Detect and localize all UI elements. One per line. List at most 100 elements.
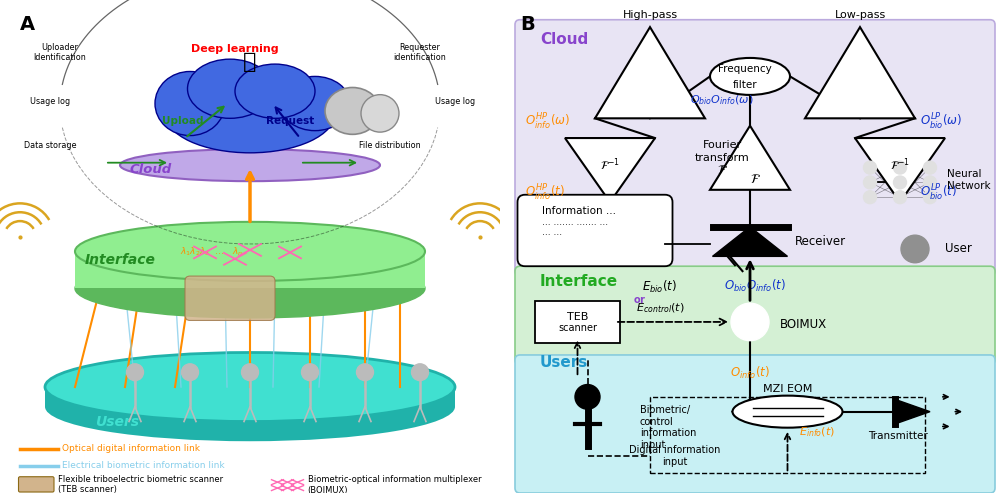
Text: Request: Request: [266, 116, 314, 126]
Circle shape: [575, 385, 600, 409]
Circle shape: [924, 191, 936, 204]
Text: $E_{bio}(t)$: $E_{bio}(t)$: [642, 279, 678, 295]
Text: $\mathcal{F}$: $\mathcal{F}$: [717, 164, 728, 176]
Ellipse shape: [120, 149, 380, 181]
Polygon shape: [712, 227, 788, 256]
Text: Fourier: Fourier: [703, 141, 742, 150]
Circle shape: [242, 364, 258, 381]
Ellipse shape: [45, 372, 455, 441]
Circle shape: [901, 235, 929, 263]
Text: Neural
Network: Neural Network: [948, 169, 991, 191]
Text: transform: transform: [695, 153, 750, 163]
Ellipse shape: [732, 395, 842, 428]
Text: Usage log: Usage log: [435, 97, 475, 106]
Ellipse shape: [235, 64, 315, 118]
Text: Upload: Upload: [162, 116, 203, 126]
Text: Cloud: Cloud: [540, 33, 588, 47]
Text: $E_{info}(t)$: $E_{info}(t)$: [799, 425, 836, 439]
Polygon shape: [895, 399, 930, 424]
Text: Transmitter: Transmitter: [868, 431, 927, 441]
Circle shape: [731, 303, 769, 341]
Ellipse shape: [165, 74, 335, 153]
Circle shape: [924, 161, 936, 174]
Text: $O_{info}(t)$: $O_{info}(t)$: [730, 365, 770, 381]
Text: Low-pass: Low-pass: [834, 10, 886, 20]
Circle shape: [894, 191, 906, 204]
Text: Electrical biometric information link: Electrical biometric information link: [62, 461, 225, 470]
Text: Digital information
input: Digital information input: [629, 445, 721, 467]
Text: $\mathbf{or}$: $\mathbf{or}$: [633, 294, 647, 305]
Text: $O^{LP}_{bio}(\omega)$: $O^{LP}_{bio}(\omega)$: [920, 112, 962, 132]
Text: Biometric/
control
information
input: Biometric/ control information input: [640, 405, 696, 450]
Text: Optical digital information link: Optical digital information link: [62, 444, 200, 453]
Text: File distribution: File distribution: [359, 141, 421, 150]
Text: filter: filter: [733, 80, 757, 90]
Text: Frequency: Frequency: [718, 64, 772, 74]
Ellipse shape: [155, 71, 225, 136]
Text: $O^{HP}_{info}(t)$: $O^{HP}_{info}(t)$: [525, 183, 565, 204]
Ellipse shape: [75, 259, 425, 318]
Bar: [75, 251, 425, 288]
Text: MZI EOM: MZI EOM: [763, 385, 812, 394]
Ellipse shape: [280, 76, 350, 131]
Text: $O^{LP}_{bio}(t)$: $O^{LP}_{bio}(t)$: [920, 183, 957, 204]
Text: $\mathcal{F}$: $\mathcal{F}$: [750, 174, 760, 186]
Text: Interface: Interface: [85, 253, 156, 267]
FancyBboxPatch shape: [185, 276, 275, 320]
Text: $O^{HP}_{info}(\omega)$: $O^{HP}_{info}(\omega)$: [525, 112, 570, 132]
Text: Usage log: Usage log: [30, 97, 70, 106]
Text: ... ....... ....... ...: ... ....... ....... ...: [542, 218, 609, 227]
Text: Users: Users: [540, 355, 588, 370]
Ellipse shape: [45, 352, 455, 422]
FancyBboxPatch shape: [515, 266, 995, 365]
Circle shape: [894, 176, 906, 189]
Circle shape: [864, 161, 876, 174]
FancyBboxPatch shape: [18, 477, 54, 492]
Circle shape: [182, 364, 198, 381]
FancyBboxPatch shape: [515, 20, 995, 276]
Circle shape: [412, 364, 428, 381]
Ellipse shape: [75, 222, 425, 281]
Polygon shape: [710, 126, 790, 190]
FancyBboxPatch shape: [515, 355, 995, 493]
Circle shape: [864, 176, 876, 189]
Circle shape: [356, 364, 374, 381]
Text: Uploader
Identification: Uploader Identification: [34, 43, 86, 62]
Text: $O_{bio}O_{info}(t)$: $O_{bio}O_{info}(t)$: [724, 278, 786, 294]
Text: High-pass: High-pass: [622, 10, 678, 20]
Text: Information ...: Information ...: [542, 207, 616, 216]
Text: Deep learning: Deep learning: [191, 44, 279, 54]
FancyBboxPatch shape: [535, 301, 620, 343]
Text: A: A: [20, 15, 35, 34]
Text: $O_{bio}O_{info}(\omega)$: $O_{bio}O_{info}(\omega)$: [690, 94, 754, 107]
Ellipse shape: [325, 88, 380, 135]
Circle shape: [361, 95, 399, 132]
Text: ... ...: ... ...: [542, 228, 563, 237]
Text: $\mathcal{F}^{-1}$: $\mathcal{F}^{-1}$: [890, 157, 910, 174]
Text: Users: Users: [95, 416, 139, 429]
Polygon shape: [855, 138, 945, 202]
Text: Data storage: Data storage: [24, 141, 76, 150]
Text: $\mathcal{F}^{-1}$: $\mathcal{F}^{-1}$: [600, 157, 620, 174]
Text: Cloud: Cloud: [130, 163, 172, 176]
Text: 🔑: 🔑: [243, 52, 257, 71]
Circle shape: [894, 161, 906, 174]
Text: $\lambda_1\lambda_2\lambda_3$  ....  $\lambda_n$: $\lambda_1\lambda_2\lambda_3$ .... $\lam…: [180, 246, 243, 258]
Text: B: B: [520, 15, 535, 34]
Text: Biometric-optical information multiplexer
(BOIMUX): Biometric-optical information multiplexe…: [308, 475, 481, 493]
Polygon shape: [565, 138, 655, 202]
Text: $E_{control}(t)$: $E_{control}(t)$: [636, 302, 684, 316]
Ellipse shape: [710, 58, 790, 95]
Text: BOIMUX: BOIMUX: [780, 318, 827, 331]
Text: scanner: scanner: [558, 323, 597, 333]
Circle shape: [864, 191, 876, 204]
Circle shape: [302, 364, 318, 381]
Text: TEB: TEB: [567, 312, 588, 322]
Text: User: User: [945, 243, 972, 255]
Text: Flexible triboelectric biometric scanner
(TEB scanner): Flexible triboelectric biometric scanner…: [58, 475, 223, 493]
Ellipse shape: [188, 59, 272, 118]
FancyBboxPatch shape: [518, 195, 672, 266]
Circle shape: [924, 176, 936, 189]
Text: Receiver: Receiver: [795, 235, 846, 248]
Bar: [45, 387, 455, 407]
